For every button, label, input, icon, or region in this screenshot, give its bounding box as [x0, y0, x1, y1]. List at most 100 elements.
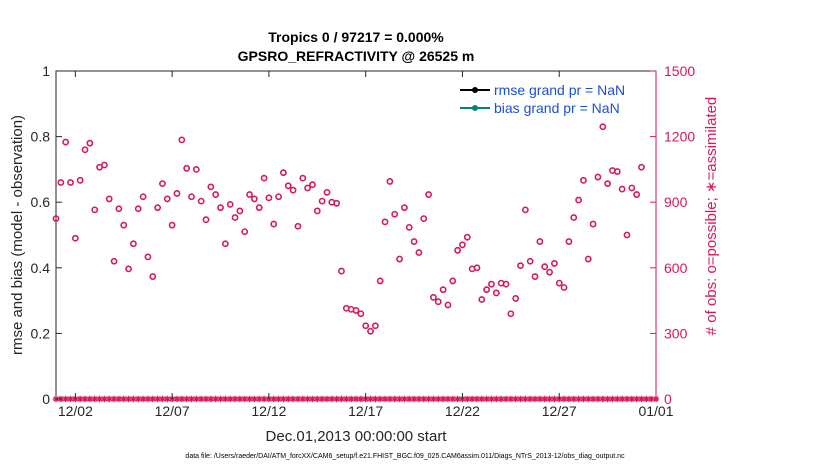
- y-tick-label-left: 0: [42, 391, 50, 407]
- obs-possible-point: [381, 218, 389, 226]
- obs-possible-point: [236, 207, 244, 215]
- obs-possible-point: [163, 195, 171, 203]
- obs-possible-point: [589, 220, 597, 228]
- obs-possible-point: [386, 178, 394, 185]
- obs-possible-point: [405, 223, 413, 231]
- obs-possible-point: [125, 265, 132, 273]
- obs-possible-point: [430, 293, 437, 301]
- obs-possible-point: [526, 257, 534, 265]
- obs-possible-point: [149, 273, 157, 280]
- obs-possible-point: [212, 191, 220, 198]
- obs-possible-point: [183, 164, 191, 172]
- obs-possible-point: [52, 215, 60, 222]
- legend: rmse grand pr = NaN bias grand pr = NaN: [460, 82, 625, 116]
- obs-possible-point: [221, 240, 229, 248]
- obs-possible-point: [202, 216, 210, 224]
- obs-possible-point: [250, 195, 258, 203]
- obs-possible-point: [231, 214, 239, 221]
- plot-frame: [55, 70, 657, 400]
- obs-assimilated-point: [628, 395, 636, 403]
- obs-possible-point: [454, 246, 462, 254]
- obs-possible-point: [473, 264, 481, 272]
- y-tick-label-right: 1500: [664, 63, 695, 79]
- obs-possible-point: [604, 180, 612, 188]
- obs-possible-point: [391, 210, 399, 218]
- obs-possible-point: [415, 249, 423, 256]
- obs-possible-point: [139, 193, 147, 201]
- obs-possible-point: [444, 301, 452, 309]
- obs-possible-point: [100, 161, 108, 169]
- obs-possible-point: [613, 168, 621, 175]
- obs-possible-point: [57, 179, 65, 186]
- obs-possible-point: [241, 228, 249, 236]
- obs-possible-point: [299, 174, 307, 182]
- obs-assimilated-point: [183, 395, 190, 403]
- obs-possible-point: [130, 240, 137, 248]
- obs-possible-point: [628, 184, 636, 192]
- y-axis-label-right: # of obs: o=possible; ∗=assimilated: [703, 97, 720, 336]
- obs-possible-point: [313, 207, 321, 215]
- obs-possible-point: [120, 221, 128, 229]
- chart-subtitle: GPSRO_REFRACTIVITY @ 26525 m: [238, 48, 475, 64]
- obs-possible-point: [512, 295, 520, 302]
- obs-possible-point: [580, 176, 587, 184]
- obs-possible-point: [67, 179, 74, 186]
- obs-possible-point: [154, 204, 162, 212]
- obs-possible-point: [492, 289, 500, 297]
- obs-possible-point: [546, 268, 553, 276]
- x-tick-label: 12/22: [445, 403, 480, 419]
- obs-assimilated-point: [618, 395, 626, 403]
- obs-assimilated-point: [110, 395, 118, 403]
- obs-possible-point: [159, 180, 166, 188]
- obs-possible-point: [483, 286, 491, 294]
- obs-assimilated-point: [454, 395, 461, 403]
- obs-possible-point: [62, 138, 70, 146]
- obs-possible-point: [536, 238, 544, 245]
- obs-possible-point: [207, 183, 215, 191]
- legend-rmse-label: rmse grand pr = NaN: [494, 82, 625, 98]
- obs-possible-point: [192, 165, 200, 173]
- obs-possible-point: [144, 253, 152, 261]
- obs-possible-point: [570, 214, 578, 221]
- obs-possible-point: [71, 234, 79, 242]
- obs-possible-point: [555, 279, 563, 287]
- y-tick-label-right: 600: [664, 260, 688, 276]
- obs-assimilated-point: [159, 395, 166, 403]
- obs-possible-point: [396, 255, 403, 263]
- obs-assimilated-point: [425, 395, 432, 403]
- obs-possible-point: [439, 286, 447, 294]
- y-axis-label-left: rmse and bias (model - observation): [9, 115, 26, 355]
- y-tick-label-left: 0.4: [31, 260, 51, 276]
- x-tick-label: 12/27: [542, 403, 577, 419]
- obs-possible-point: [265, 194, 273, 202]
- obs-possible-point: [517, 262, 524, 270]
- obs-possible-point: [115, 205, 123, 213]
- obs-possible-point: [110, 257, 118, 265]
- obs-possible-point: [304, 184, 312, 192]
- obs-possible-point: [318, 197, 326, 205]
- obs-possible-point: [449, 277, 457, 285]
- obs-possible-point: [134, 205, 142, 213]
- obs-possible-point: [357, 310, 365, 318]
- obs-possible-point: [188, 193, 195, 201]
- obs-possible-point: [197, 197, 205, 205]
- obs-assimilated-point: [106, 395, 113, 403]
- obs-possible-point: [362, 322, 370, 330]
- obs-possible-point: [91, 206, 99, 214]
- obs-assimilated-point: [444, 395, 452, 403]
- obs-possible-point: [521, 206, 529, 214]
- obs-possible-point: [173, 190, 181, 197]
- obs-possible-point: [463, 233, 471, 241]
- obs-assimilated-point: [589, 395, 597, 403]
- obs-possible-point: [623, 231, 631, 239]
- obs-possible-point: [309, 181, 316, 189]
- y-tick-label-left: 0.2: [31, 325, 51, 341]
- obs-possible-point: [459, 241, 466, 249]
- obs-possible-point: [565, 238, 573, 245]
- obs-possible-point: [478, 296, 486, 303]
- obs-possible-point: [81, 146, 89, 154]
- obs-possible-point: [599, 123, 607, 131]
- obs-possible-point: [246, 191, 253, 198]
- obs-possible-point: [618, 185, 626, 193]
